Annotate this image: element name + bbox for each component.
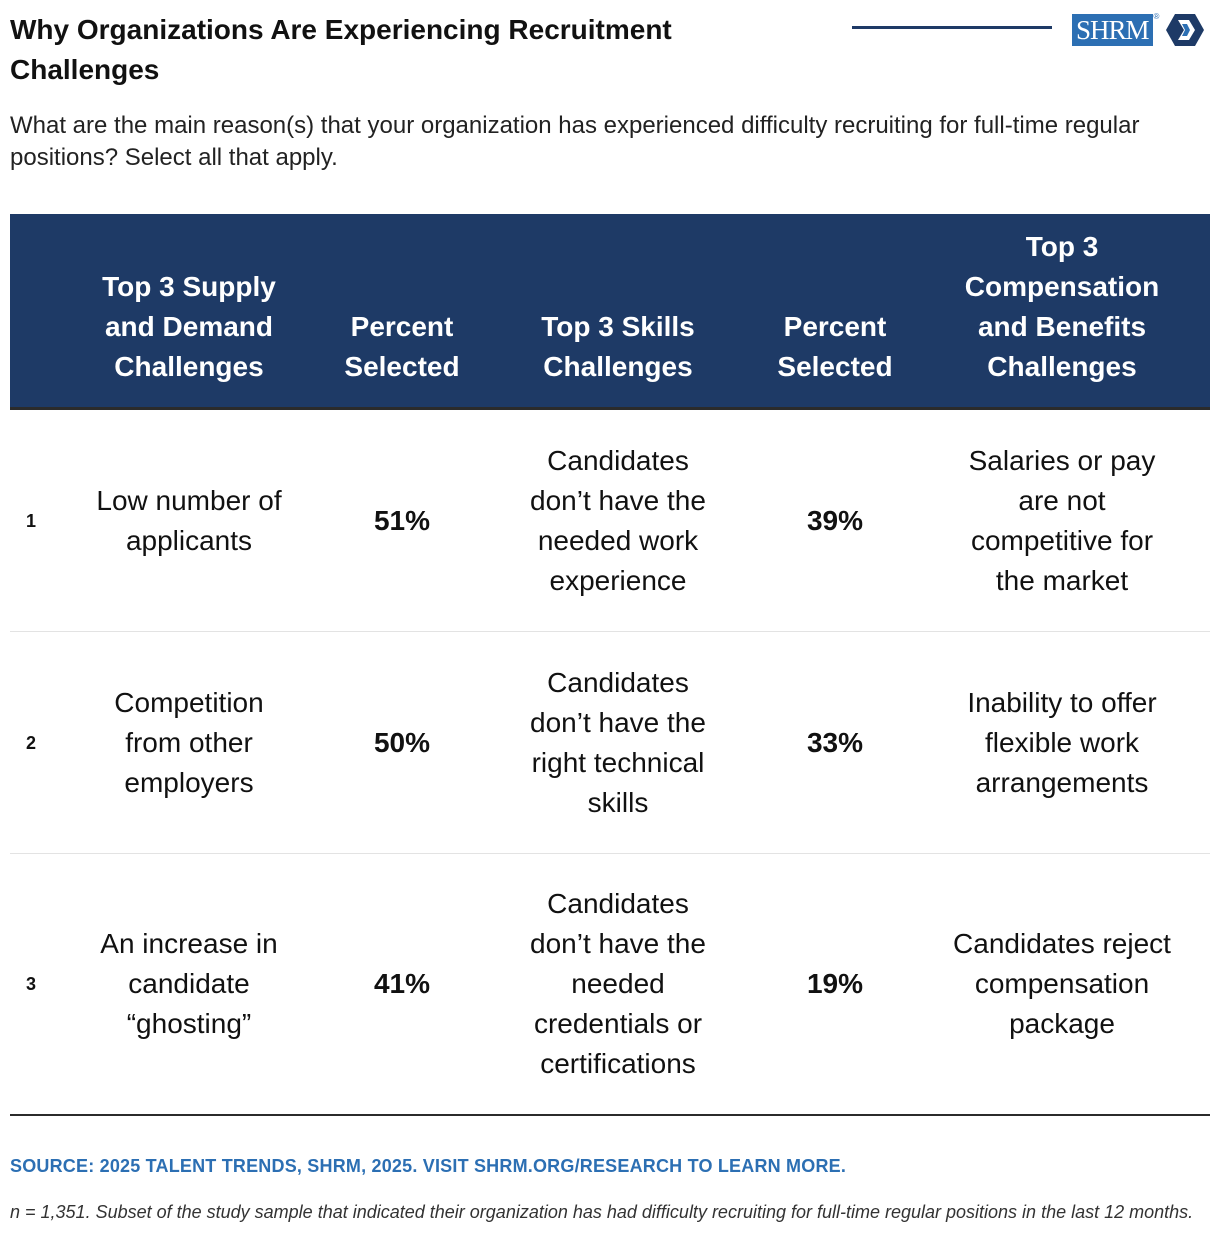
rank-cell: 3: [26, 974, 37, 994]
header-supply-demand: Top 3 Supply and Demand Challenges: [54, 214, 324, 407]
header-skills: Top 3 Skills Challenges: [480, 214, 756, 407]
compensation-text: Inability to offer flexible work arrange…: [967, 686, 1157, 798]
skills-text: Candidates don’t have the right technica…: [530, 666, 706, 818]
supply-text: Low number of applicants: [96, 484, 282, 556]
header-compensation-label: Top 3 Compensation and Benefits Challeng…: [964, 231, 1160, 382]
challenges-table: Top 3 Supply and Demand Challenges Perce…: [10, 214, 1210, 1116]
header-skills-label: Top 3 Skills Challenges: [541, 311, 695, 382]
skills-cell: Candidates don’t have the needed credent…: [480, 854, 756, 1114]
skills-cell: Candidates don’t have the needed work ex…: [480, 410, 756, 631]
rank-cell: 1: [26, 510, 37, 531]
logo-registered-mark: ®: [1153, 12, 1160, 21]
table-row: 3 An increase in candidate “ghosting” 41…: [10, 854, 1210, 1116]
skills-cell: Candidates don’t have the right technica…: [480, 632, 756, 853]
logo-wordmark: SHRM: [1072, 14, 1153, 46]
source-link[interactable]: SOURCE: 2025 TALENT TRENDS, SHRM, 2025. …: [10, 1156, 847, 1176]
compensation-text: Candidates reject compensation package: [953, 928, 1171, 1039]
skills-percent-cell: 19%: [806, 968, 864, 999]
supply-cell: Low number of applicants: [54, 410, 324, 631]
supply-percent-cell: 41%: [373, 968, 431, 999]
rank-cell: 2: [26, 732, 37, 753]
header-percent-supply-label: Percent Selected: [344, 311, 460, 382]
header-compensation: Top 3 Compensation and Benefits Challeng…: [914, 214, 1210, 407]
skills-percent-cell: 33%: [806, 726, 864, 758]
compensation-cell: Salaries or pay are not competitive for …: [914, 410, 1210, 631]
compensation-text: Salaries or pay are not competitive for …: [968, 444, 1156, 596]
header-supply-demand-label: Top 3 Supply and Demand Challenges: [102, 271, 276, 382]
header-rank: [10, 214, 54, 407]
table-row: 2 Competition from other employers 50% C…: [10, 632, 1210, 854]
sample-note: n = 1,351. Subset of the study sample th…: [10, 1202, 1194, 1222]
supply-text: An increase in candidate “ghosting”: [100, 928, 278, 1039]
supply-percent-cell: 50%: [373, 726, 431, 758]
supply-cell: An increase in candidate “ghosting”: [54, 854, 324, 1114]
skills-text: Candidates don’t have the needed credent…: [530, 888, 706, 1079]
header-percent-skills: Percent Selected: [756, 214, 914, 407]
header-percent-skills-label: Percent Selected: [777, 311, 893, 382]
compensation-cell: Candidates reject compensation package: [914, 854, 1210, 1114]
page-title: Why Organizations Are Experiencing Recru…: [10, 14, 672, 85]
skills-text: Candidates don’t have the needed work ex…: [530, 444, 706, 596]
compensation-cell: Inability to offer flexible work arrange…: [914, 632, 1210, 853]
survey-question: What are the main reason(s) that your or…: [10, 112, 1140, 171]
shrm-logo: SHRM ®: [1072, 12, 1205, 48]
table-header: Top 3 Supply and Demand Challenges Perce…: [10, 214, 1210, 410]
header-percent-supply: Percent Selected: [324, 214, 480, 407]
hexagon-arrow-icon: [1166, 14, 1205, 46]
skills-percent-cell: 39%: [806, 504, 864, 536]
table-row: 1 Low number of applicants 51% Candidate…: [10, 410, 1210, 632]
supply-percent-cell: 51%: [373, 504, 431, 536]
supply-text: Competition from other employers: [114, 686, 264, 798]
supply-cell: Competition from other employers: [54, 632, 324, 853]
header-divider: [852, 26, 1052, 29]
